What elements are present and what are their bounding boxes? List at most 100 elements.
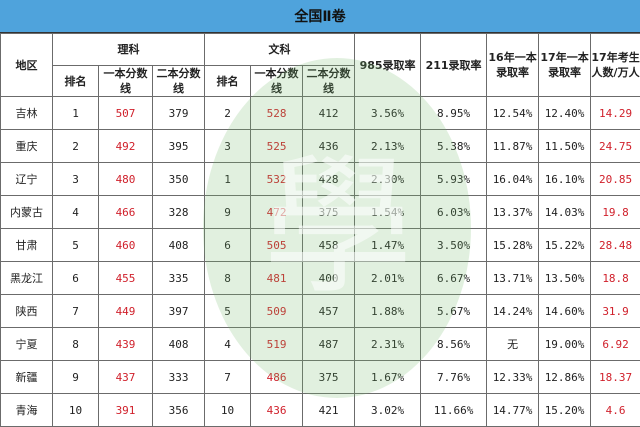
cell-examinees17: 14.29 [591, 97, 640, 130]
cell-rate985: 2.31% [355, 328, 421, 361]
cell-rate211: 8.56% [421, 328, 487, 361]
header-art-second-line: 二本分数线 [303, 66, 355, 97]
cell-rate17: 14.03% [539, 196, 591, 229]
header-sci-first-line: 一本分数线 [99, 66, 153, 97]
cell-rate16: 13.71% [487, 262, 539, 295]
cell-rate985: 1.54% [355, 196, 421, 229]
cell-examinees17: 18.8 [591, 262, 640, 295]
cell-region: 宁夏 [1, 328, 53, 361]
cell-art-second-line: 375 [303, 361, 355, 394]
cell-art-second-line: 457 [303, 295, 355, 328]
cell-examinees17: 31.9 [591, 295, 640, 328]
cell-sci-first-line: 492 [99, 130, 153, 163]
cell-rate985: 1.88% [355, 295, 421, 328]
cell-rate17: 11.50% [539, 130, 591, 163]
cell-rate16: 12.54% [487, 97, 539, 130]
cell-sci-first-line: 455 [99, 262, 153, 295]
cell-rate985: 3.02% [355, 394, 421, 427]
cell-rate211: 11.66% [421, 394, 487, 427]
cell-examinees17: 6.92 [591, 328, 640, 361]
cell-rate17: 15.20% [539, 394, 591, 427]
cell-rate985: 2.01% [355, 262, 421, 295]
cell-rate211: 3.50% [421, 229, 487, 262]
cell-art-second-line: 375 [303, 196, 355, 229]
cell-art-first-line: 525 [251, 130, 303, 163]
header-sci-second-line: 二本分数线 [153, 66, 205, 97]
cell-rate17: 15.22% [539, 229, 591, 262]
cell-sci-second-line: 395 [153, 130, 205, 163]
cell-art-rank: 2 [205, 97, 251, 130]
cell-region: 重庆 [1, 130, 53, 163]
header-examinees17: 17年考生人数/万人 [591, 34, 640, 97]
cell-art-first-line: 519 [251, 328, 303, 361]
header-art-first-line: 一本分数线 [251, 66, 303, 97]
cell-art-first-line: 486 [251, 361, 303, 394]
cell-sci-second-line: 350 [153, 163, 205, 196]
cell-region: 陕西 [1, 295, 53, 328]
cell-art-first-line: 436 [251, 394, 303, 427]
cell-examinees17: 28.48 [591, 229, 640, 262]
cell-sci-rank: 10 [53, 394, 99, 427]
cell-art-first-line: 528 [251, 97, 303, 130]
cell-region: 青海 [1, 394, 53, 427]
cell-rate211: 8.95% [421, 97, 487, 130]
cell-region: 吉林 [1, 97, 53, 130]
cell-art-rank: 9 [205, 196, 251, 229]
cell-art-second-line: 400 [303, 262, 355, 295]
cell-sci-second-line: 379 [153, 97, 205, 130]
cell-sci-second-line: 333 [153, 361, 205, 394]
cell-examinees17: 20.85 [591, 163, 640, 196]
cell-rate17: 12.40% [539, 97, 591, 130]
cell-art-rank: 1 [205, 163, 251, 196]
cell-art-rank: 4 [205, 328, 251, 361]
cell-examinees17: 19.8 [591, 196, 640, 229]
cell-sci-rank: 5 [53, 229, 99, 262]
cell-art-rank: 8 [205, 262, 251, 295]
cell-rate16: 14.77% [487, 394, 539, 427]
cell-rate17: 13.50% [539, 262, 591, 295]
cell-rate16: 15.28% [487, 229, 539, 262]
header-region: 地区 [1, 34, 53, 97]
cell-rate16: 12.33% [487, 361, 539, 394]
cell-rate985: 1.47% [355, 229, 421, 262]
cell-rate16: 11.87% [487, 130, 539, 163]
cell-art-first-line: 505 [251, 229, 303, 262]
cell-sci-second-line: 397 [153, 295, 205, 328]
cell-sci-first-line: 391 [99, 394, 153, 427]
cell-sci-second-line: 408 [153, 328, 205, 361]
header-rate17: 17年一本录取率 [539, 34, 591, 97]
cell-region: 辽宁 [1, 163, 53, 196]
cell-art-rank: 3 [205, 130, 251, 163]
cell-sci-rank: 9 [53, 361, 99, 394]
cell-rate211: 6.03% [421, 196, 487, 229]
cell-art-second-line: 421 [303, 394, 355, 427]
cell-sci-rank: 7 [53, 295, 99, 328]
cell-art-first-line: 509 [251, 295, 303, 328]
admission-table: 地区 理科 文科 985录取率 211录取率 16年一本录取率 17年一本录取率… [0, 33, 640, 427]
cell-sci-second-line: 356 [153, 394, 205, 427]
cell-art-rank: 10 [205, 394, 251, 427]
cell-sci-second-line: 328 [153, 196, 205, 229]
cell-rate211: 6.67% [421, 262, 487, 295]
cell-sci-rank: 4 [53, 196, 99, 229]
cell-examinees17: 24.75 [591, 130, 640, 163]
cell-art-rank: 6 [205, 229, 251, 262]
cell-rate985: 2.13% [355, 130, 421, 163]
cell-examinees17: 4.6 [591, 394, 640, 427]
header-rate16: 16年一本录取率 [487, 34, 539, 97]
cell-rate211: 7.76% [421, 361, 487, 394]
cell-rate985: 2.30% [355, 163, 421, 196]
cell-sci-second-line: 335 [153, 262, 205, 295]
header-sci-rank: 排名 [53, 66, 99, 97]
